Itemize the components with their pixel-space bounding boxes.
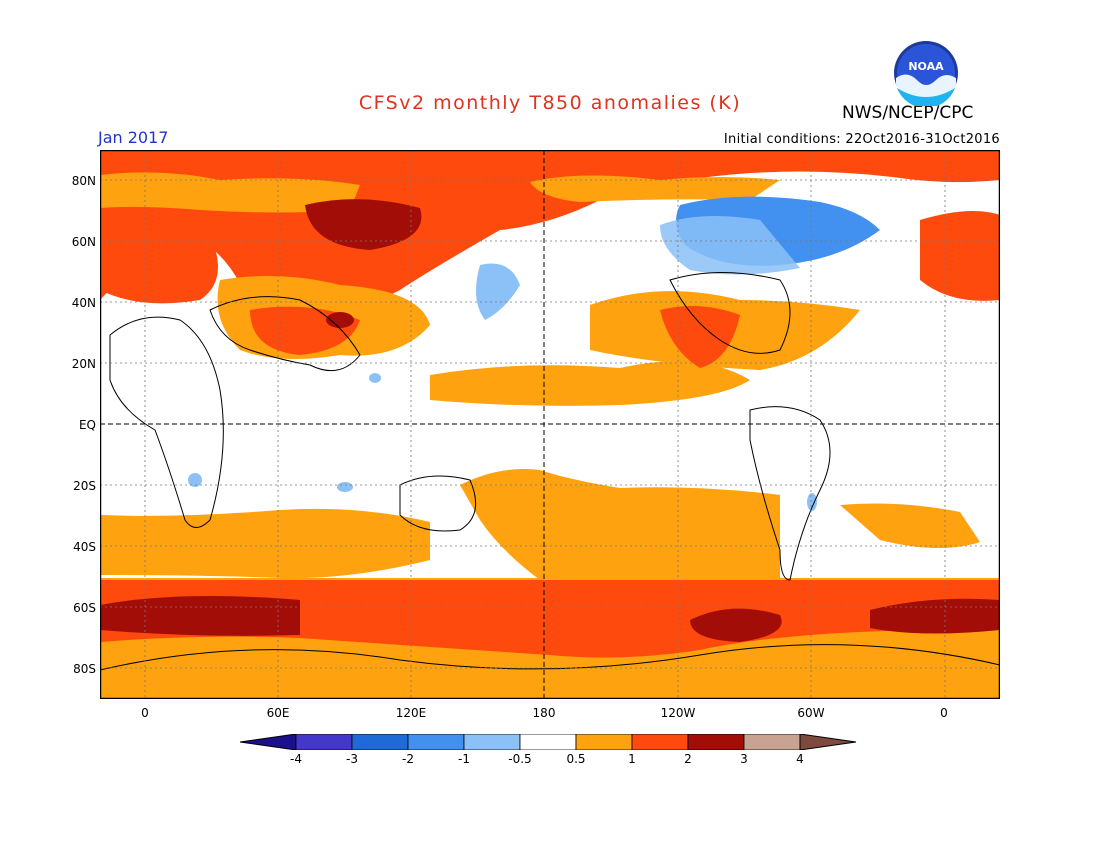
initial-conditions: Initial conditions: 22Oct2016-31Oct2016 [723,132,1000,147]
africa-blue-patch [188,473,202,487]
asia-blue-patch [369,373,381,383]
anomaly-map [100,150,1000,699]
colorbar-swatch [743,734,801,750]
southern-band-darkred-west [100,596,300,636]
lat-label-eq: EQ [78,418,96,432]
colorbar-label: 0.5 [566,752,586,766]
north-america-coast [669,272,791,354]
coastlines [100,272,1000,671]
colorbar-label: -2 [402,752,414,766]
colorbar-arrow-right [799,734,857,750]
lat-label-80s: 80S [73,662,96,676]
colorbar-swatch [519,734,577,750]
siberia-darkred [305,199,422,250]
mexico-red [660,306,740,368]
south-pacific-orange [460,469,780,580]
colorbar-label: -1 [458,752,470,766]
colorbar-label: -3 [346,752,358,766]
lat-label-40s: 40S [73,540,96,554]
canada-light-blue [660,216,800,275]
map-title: CFSv2 monthly T850 anomalies (K) [358,92,742,114]
lon-label-120e: 120E [395,706,427,720]
logo-text: NOAA [908,60,944,73]
equator-dateline [100,150,1000,699]
lon-label-60w: 60W [797,706,825,720]
indian-blue-patch [337,482,353,492]
colorbar-arrow-left [240,734,297,750]
europe-red [100,217,218,304]
colorbar [240,734,857,750]
lat-label-60s: 60S [73,601,96,615]
lon-label-0: 0 [141,706,149,720]
noaa-logo: NOAA [894,41,958,106]
lat-label-40n: 40N [71,296,96,310]
colorbar-label: 4 [796,752,804,766]
colorbar-swatch [463,734,521,750]
lat-label-20n: 20N [71,357,96,371]
forecast-month: Jan 2017 [98,128,169,147]
southern-band-red [100,580,1000,658]
africa-coast [109,316,224,528]
lon-label-180: 180 [532,706,556,720]
asia-south-coast [209,296,361,372]
europe-red-right [920,211,1000,301]
lat-label-80n: 80N [71,174,96,188]
southern-band-darkred-pacific [690,608,782,642]
colorbar-swatch [351,734,409,750]
southern-band-darkred-atlantic [870,598,1000,634]
tropical-orange [430,361,750,406]
south-america-coast [749,406,831,581]
lat-label-20s: 20S [73,479,96,493]
arctic-orange-west [100,172,360,213]
colorbar-label: -0.5 [508,752,532,766]
antarctica-coast [100,644,1000,671]
colorbar-swatch [631,734,689,750]
colorbar-label: 1 [628,752,636,766]
asia-darkred-core [326,312,354,328]
lat-label-60n: 60N [71,235,96,249]
colorbar-swatch [407,734,465,750]
lon-label-0-right: 0 [940,706,948,720]
north-pacific-light-blue [476,263,520,320]
australia-coast [399,475,477,532]
lon-label-60e: 60E [266,706,290,720]
colorbar-swatch [295,734,353,750]
south-indian-orange [100,508,430,579]
colorbar-swatch [575,734,633,750]
agency-label: NWS/NCEP/CPC [842,103,974,123]
map-border [100,150,1000,699]
colorbar-label: 2 [684,752,692,766]
brazil-blue-patch [807,493,817,511]
grid-lines [100,150,1000,699]
arctic-orange-central [530,175,780,202]
colorbar-label: -4 [290,752,302,766]
colorbar-swatch [687,734,745,750]
lon-label-120w: 120W [660,706,696,720]
colorbar-label: 3 [740,752,748,766]
